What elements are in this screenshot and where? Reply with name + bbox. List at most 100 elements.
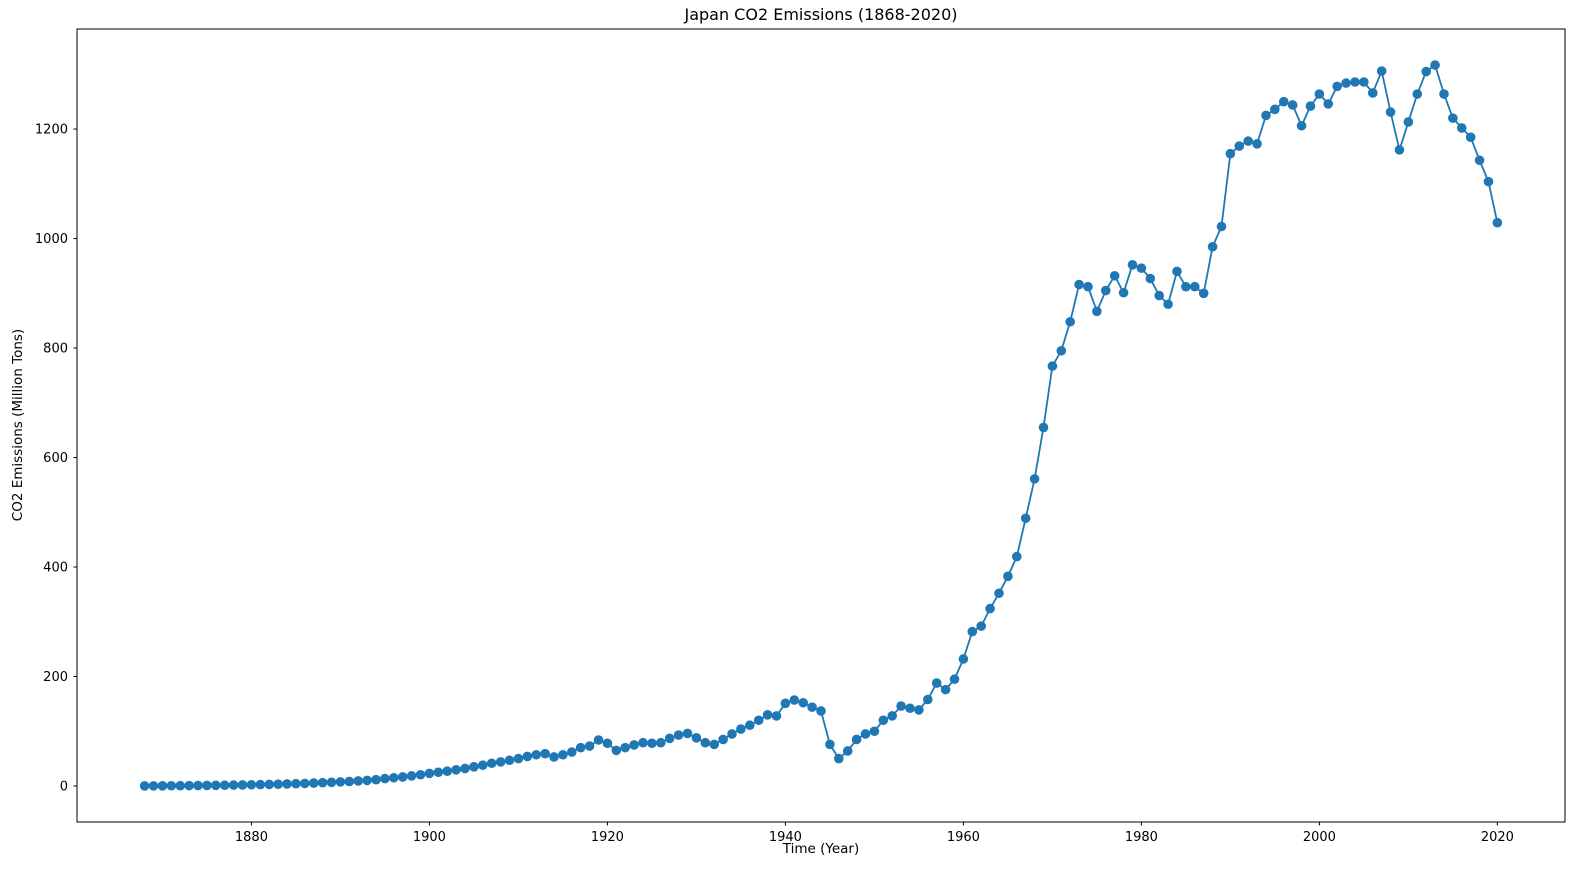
data-point [1109, 270, 1120, 281]
data-point [575, 742, 586, 753]
data-point [789, 695, 800, 705]
data-point [700, 737, 711, 748]
y-tick-label: 200 [43, 670, 68, 685]
data-point [415, 769, 426, 780]
data-point [1216, 221, 1227, 232]
x-tick-label: 1920 [591, 830, 624, 845]
data-point [593, 735, 604, 745]
data-point [193, 780, 203, 791]
data-point [380, 773, 390, 784]
data-point [1198, 288, 1209, 299]
y-tick-label: 1000 [35, 232, 68, 247]
data-point [148, 781, 159, 791]
data-point [1359, 77, 1369, 87]
data-point [1296, 120, 1307, 131]
x-tick-label: 2000 [1303, 830, 1336, 845]
data-point [842, 746, 853, 756]
data-point [1261, 110, 1271, 121]
data-point [1314, 89, 1325, 99]
data-point [442, 766, 453, 776]
data-point [353, 776, 364, 786]
data-point [1350, 77, 1360, 87]
data-point [202, 780, 212, 791]
data-point [1456, 123, 1467, 133]
data-point [1448, 113, 1458, 123]
data-point [469, 762, 479, 772]
x-axis-label: Time (Year) [782, 841, 860, 857]
data-point [1412, 89, 1423, 99]
data-point [1270, 104, 1280, 115]
data-point [157, 781, 168, 791]
data-point [905, 703, 915, 714]
data-point [175, 780, 186, 791]
data-point [1092, 306, 1102, 317]
data-point [531, 749, 542, 760]
y-tick-label: 600 [43, 451, 68, 466]
data-point [718, 734, 728, 745]
data-point [486, 758, 497, 769]
x-tick-label: 2020 [1481, 830, 1514, 845]
data-point [495, 757, 506, 767]
data-point [1483, 176, 1494, 187]
data-point [1421, 66, 1431, 77]
data-point [335, 777, 346, 787]
data-point [896, 701, 906, 711]
data-point [228, 780, 239, 790]
data-point [1278, 96, 1289, 107]
data-point [264, 779, 275, 790]
data-point [869, 726, 880, 737]
data-point [1376, 66, 1387, 76]
data-point [1341, 78, 1351, 88]
data-point [851, 734, 862, 745]
data-point [504, 755, 515, 766]
x-tick-label: 1900 [413, 830, 446, 845]
data-point [211, 780, 221, 791]
data-point [949, 674, 960, 685]
data-point [825, 739, 835, 750]
y-tick-label: 1200 [35, 123, 68, 138]
data-point [985, 603, 995, 614]
data-point [166, 780, 177, 791]
data-point [451, 765, 461, 775]
data-point [745, 720, 755, 731]
data-point [184, 780, 194, 791]
data-point [308, 778, 319, 788]
y-tick-label: 800 [43, 342, 68, 357]
data-point [602, 738, 613, 749]
data-point [931, 678, 942, 688]
data-point [584, 741, 595, 751]
data-point [976, 621, 986, 631]
data-point [255, 779, 266, 790]
data-point [1323, 99, 1334, 109]
data-point [1234, 141, 1245, 151]
data-point [1145, 273, 1156, 284]
data-point [673, 730, 684, 740]
data-point [647, 738, 657, 749]
data-point [460, 763, 470, 774]
x-tick-label: 1940 [769, 830, 802, 845]
data-point [887, 711, 897, 721]
data-point [1439, 89, 1449, 99]
data-point [771, 711, 782, 721]
data-point [371, 774, 381, 785]
data-point [736, 724, 746, 734]
y-axis-label-text: CO2 Emissions (Million Tons) [10, 328, 26, 522]
data-point [727, 729, 737, 739]
data-point [1163, 299, 1173, 310]
chart-title: Japan CO2 Emissions (1868-2020) [684, 5, 958, 24]
data-point [620, 742, 631, 753]
data-point [1385, 107, 1396, 117]
data-point [940, 684, 951, 695]
data-point [317, 777, 328, 788]
data-point [611, 745, 622, 756]
data-point [246, 779, 257, 790]
data-point [629, 740, 639, 750]
data-point [834, 753, 844, 764]
data-point [780, 698, 791, 709]
data-point [691, 733, 702, 743]
data-point [1154, 290, 1164, 301]
data-point [549, 752, 559, 762]
data-point [1003, 571, 1013, 582]
data-point [1118, 287, 1129, 298]
